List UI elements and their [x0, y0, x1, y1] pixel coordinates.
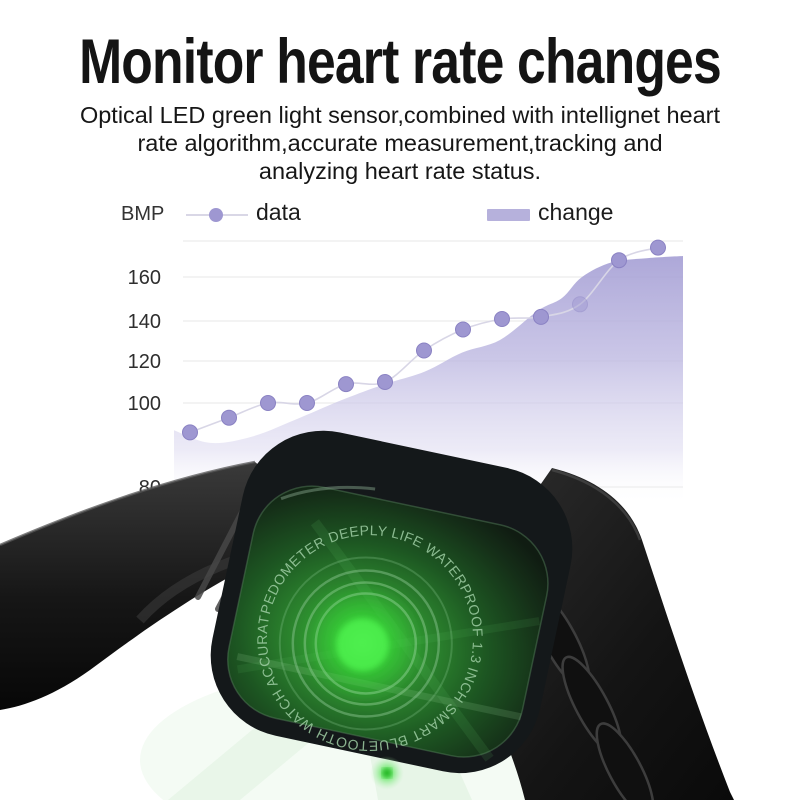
chart-data-point	[221, 409, 237, 426]
subtitle-line: rate algorithm,accurate measurement,trac…	[137, 130, 663, 156]
green-glow-dot-core	[382, 768, 392, 778]
change-series-label: change	[538, 199, 614, 225]
chart-data-point	[533, 308, 549, 325]
subtitle-line: analyzing heart rate status.	[258, 158, 542, 184]
chart-data-point	[650, 239, 666, 256]
subtitle-line: Optical LED green light sensor,combined …	[79, 102, 721, 128]
chart-data-point	[455, 321, 471, 338]
chart-data-point	[494, 311, 510, 327]
chart-data-point	[338, 376, 354, 393]
watch-sensor-glow-core	[336, 618, 389, 671]
legend-dot-icon	[209, 208, 223, 222]
chart-data-point	[260, 395, 276, 411]
y-axis-tick-label: 100	[128, 393, 161, 415]
data-series-marker	[186, 208, 248, 222]
y-axis-unit-label: BMP	[121, 203, 165, 225]
strap-highlight	[0, 460, 256, 547]
chart-data-point	[377, 374, 393, 390]
strap-highlight	[551, 468, 642, 541]
chart-data-point	[299, 395, 315, 411]
y-axis-tick-label: 160	[128, 267, 161, 289]
data-series-label: data	[256, 199, 301, 225]
chart-data-point	[416, 342, 432, 359]
glass-specular	[280, 485, 376, 501]
subtitle: Optical LED green light sensor,combined …	[0, 101, 800, 185]
y-axis-tick-label: 140	[128, 311, 161, 333]
strap-band	[0, 462, 267, 710]
chart-data-point	[572, 296, 588, 313]
strap-ridges	[529, 589, 655, 800]
chart-data-point	[182, 424, 198, 441]
change-series-swatch	[487, 209, 530, 221]
chart-data-point	[611, 252, 627, 269]
y-axis-tick-label: 120	[128, 351, 161, 373]
legend-area-icon	[487, 209, 530, 221]
page-title: Monitor heart rate changes	[79, 27, 722, 97]
